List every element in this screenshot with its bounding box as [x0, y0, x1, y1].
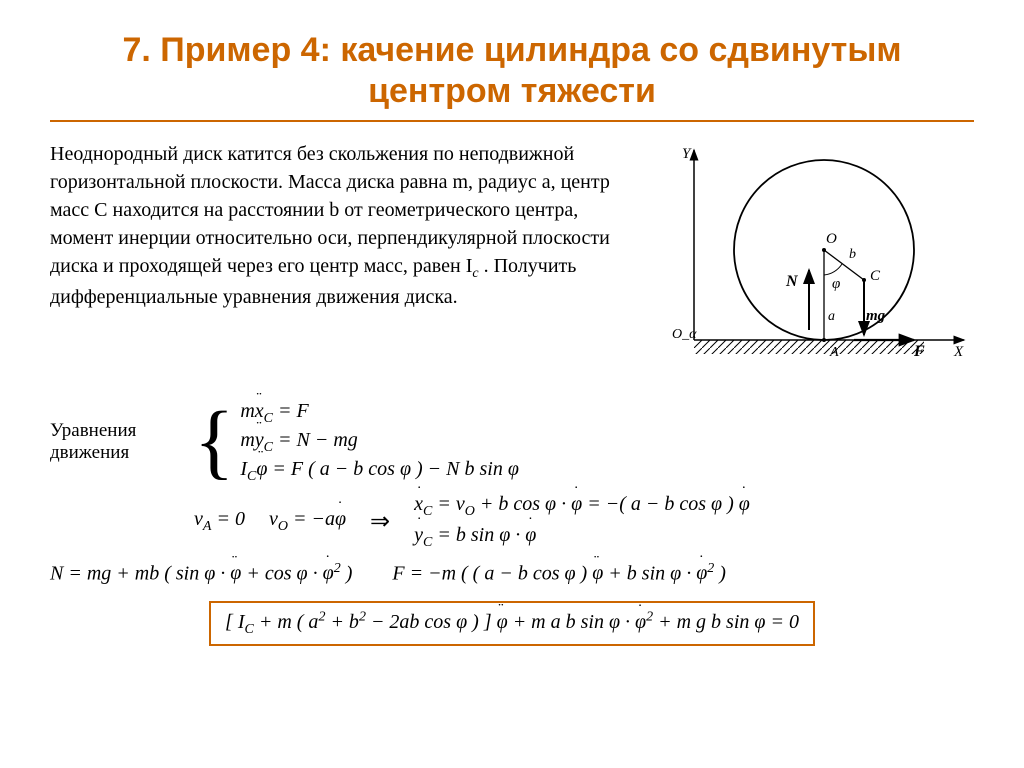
force-mg-label: mg: [866, 308, 886, 324]
equations-label: Уравнения движения: [50, 420, 170, 464]
origin-label: O_α: [672, 327, 697, 342]
radius-a-label: a: [828, 309, 835, 324]
mass-center-label: C: [870, 268, 881, 284]
final-equation-box: [ IC + m ( a2 + b2 − 2ab cos φ ) ] φ¨ + …: [209, 601, 815, 646]
eq-vo: vO = −aφ˙: [269, 508, 346, 535]
eq-icphi: ICφ¨ = F ( a − b cos φ ) − N b sin φ: [240, 458, 519, 485]
slide-title: 7. Пример 4: качение цилиндра со сдвинут…: [50, 30, 974, 112]
implies-icon: ⇒: [370, 507, 390, 536]
center-label: O: [826, 231, 837, 247]
eq-ycdot: y˙C = b sin φ · φ˙: [414, 524, 750, 551]
eq-f: F = −m ( ( a − b cos φ ) φ¨ + b sin φ · …: [392, 561, 726, 586]
title-rule: [50, 120, 974, 122]
force-f-label: F: [913, 343, 925, 360]
axis-x-label: X: [953, 344, 964, 360]
eq-final: [ IC + m ( a2 + b2 − 2ab cos φ ) ] φ¨ + …: [225, 611, 799, 633]
physics-diagram: X Y O_α O C b φ N a mg A F: [654, 140, 974, 390]
eq-xcdot: x˙C = vO + b cos φ · φ˙ = −( a − b cos φ…: [414, 493, 750, 520]
eq-va: vA = 0: [194, 508, 245, 535]
axis-y-label: Y: [682, 146, 692, 162]
offset-b-label: b: [849, 247, 856, 262]
curly-brace-icon: {: [194, 404, 234, 480]
eq-n: N = mg + mb ( sin φ · φ¨ + cos φ · φ˙2 ): [50, 561, 352, 586]
angle-phi-label: φ: [832, 276, 840, 292]
contact-label: A: [829, 345, 839, 360]
force-n-label: N: [785, 273, 799, 290]
eq-mxc: mx¨C = F: [240, 400, 519, 427]
equations-area: Уравнения движения { mx¨C = F my¨C = N −…: [50, 400, 974, 646]
eq-myc: my¨C = N − mg: [240, 429, 519, 456]
problem-statement: Неоднородный диск катится без скольжения…: [50, 140, 638, 390]
